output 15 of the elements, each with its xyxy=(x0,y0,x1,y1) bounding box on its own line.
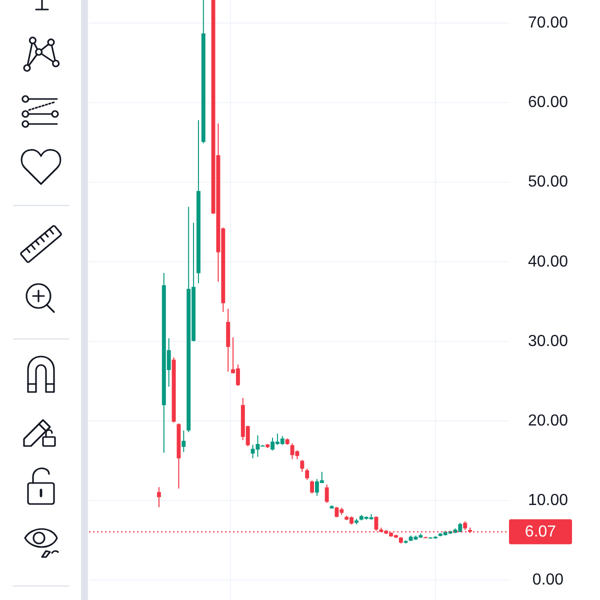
y-tick-label: 70.00 xyxy=(528,14,568,32)
y-tick-label: 30.00 xyxy=(528,332,568,350)
y-tick-label: 40.00 xyxy=(528,253,568,270)
ref-line-label: 6.07 xyxy=(524,523,556,540)
y-tick-label: 50.00 xyxy=(528,174,568,191)
candlestick xyxy=(324,484,329,504)
candlestick xyxy=(310,480,314,494)
candlestick xyxy=(300,459,304,472)
y-tick-label: 20.00 xyxy=(528,412,568,430)
candlestick xyxy=(156,486,161,508)
candlestick xyxy=(182,430,186,452)
y-tick-label: 60.00 xyxy=(528,94,568,112)
y-tick-label: 0.00 xyxy=(532,572,564,589)
y-tick-label: 10.00 xyxy=(528,492,568,510)
candlestick xyxy=(305,468,310,480)
